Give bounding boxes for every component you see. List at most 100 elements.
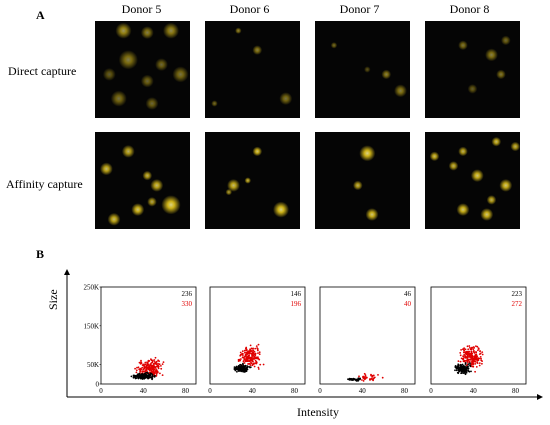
scatter-point-black (357, 378, 360, 381)
row-label-affinity: Affinity capture (6, 177, 83, 191)
fluorescent-spot (225, 188, 232, 196)
scatter-point-red (469, 356, 472, 359)
scatter-point-red (468, 345, 471, 347)
x-tick-label: 80 (512, 387, 520, 395)
scatter-point-red (479, 350, 481, 352)
scatter-point-red (252, 352, 255, 355)
scatter-point-black (464, 373, 467, 376)
scatter-point-red (258, 351, 261, 354)
x-tick-label: 80 (291, 387, 299, 395)
x-tick-label: 40 (140, 387, 148, 395)
scatter-point-red (141, 370, 144, 373)
scatter-point-red (160, 367, 163, 370)
fluorescent-spot (118, 50, 138, 70)
scatter-point-black (463, 365, 466, 368)
scatter-point-black (237, 368, 239, 371)
fluorescent-spot (510, 141, 520, 152)
scatter-point-red (139, 362, 142, 365)
scatter-point-black (457, 369, 460, 372)
scatter-point-red (468, 350, 471, 353)
scatter-point-black (461, 363, 464, 366)
fluorescent-spot (102, 68, 116, 81)
scatter-point-black (457, 366, 460, 369)
scatter-point-red (248, 363, 251, 365)
scatter-point-black (355, 379, 358, 381)
scatter-point-red (250, 356, 253, 359)
count-red: 272 (512, 300, 523, 308)
fluorescent-spot (107, 212, 121, 226)
scatter-point-red (151, 365, 154, 368)
scatter-point-red (470, 347, 473, 349)
scatter-point-red (468, 356, 471, 358)
scatter-point-red (240, 358, 242, 360)
scatter-point-red (246, 349, 248, 351)
scatter-point-red (141, 366, 144, 369)
scatter-point-black (463, 369, 465, 372)
scatter-point-red (471, 362, 474, 365)
scatter-panel-frame (209, 286, 306, 385)
scatter-point-red (151, 360, 154, 363)
scatter-point-black (144, 372, 146, 375)
scatter-point-red (251, 360, 254, 363)
scatter-point-black (469, 362, 471, 365)
scatter-point-red (254, 359, 257, 362)
scatter-point-black (132, 374, 135, 377)
scatter-point-red (253, 363, 255, 365)
x-tick-label: 40 (359, 387, 367, 395)
scatter-point-red (460, 357, 463, 360)
scatter-point-red (134, 367, 137, 370)
scatter-point-red (256, 348, 259, 350)
scatter-point-red (145, 364, 148, 367)
scatter-point-red (466, 356, 468, 359)
fluorescent-spot (381, 69, 392, 80)
scatter-point-black (148, 374, 151, 377)
fluorescent-spot (235, 27, 242, 34)
scatter-point-red (245, 348, 247, 350)
scatter-point-red (157, 366, 160, 369)
scatter-panel-frame (430, 286, 527, 385)
fluorescent-spot (330, 42, 338, 49)
scatter-point-red (459, 360, 462, 363)
scatter-point-red (460, 349, 462, 351)
scatter-point-red (150, 364, 153, 367)
scatter-point-red (247, 350, 250, 353)
scatter-point-red (479, 356, 482, 358)
scatter-point-red (476, 345, 479, 348)
scatter-point-black (246, 365, 249, 367)
scatter-point-red (473, 350, 475, 352)
scatter-point-red (161, 374, 164, 376)
scatter-point-red (155, 369, 158, 371)
fluorescent-spot (155, 58, 168, 71)
fluorescent-spot (359, 145, 376, 162)
scatter-point-red (259, 363, 262, 366)
fluorescent-spot (456, 203, 470, 216)
scatter-point-black (243, 371, 246, 373)
scatter-point-red (470, 351, 473, 354)
scatter-point-red (148, 360, 150, 363)
micrograph-affinity-donor-5 (95, 132, 190, 229)
scatter-point-red (252, 349, 255, 352)
scatter-point-red (257, 356, 259, 359)
scatter-point-red (475, 357, 478, 359)
scatter-point-red (467, 358, 470, 361)
scatter-point-red (251, 347, 254, 350)
scatter-point-red (478, 364, 481, 367)
scatter-point-red (466, 360, 469, 363)
scatter-point-red (470, 354, 473, 357)
donor-label-6: Donor 6 (229, 2, 270, 16)
scatter-point-red (249, 350, 252, 353)
panel-a-letter: A (36, 8, 45, 22)
scatter-point-red (135, 369, 138, 372)
scatter-point-red (457, 360, 460, 362)
scatter-point-red (481, 353, 484, 356)
scatter-point-black (142, 374, 145, 376)
scatter-point-red (239, 351, 242, 354)
scatter-point-red (372, 377, 375, 380)
scatter-point-red (145, 369, 148, 372)
scatter-point-red (148, 366, 151, 369)
scatter-point-red (464, 355, 467, 358)
scatter-point-red (471, 365, 473, 368)
scatter-point-red (241, 350, 244, 353)
scatter-point-black (458, 367, 460, 370)
